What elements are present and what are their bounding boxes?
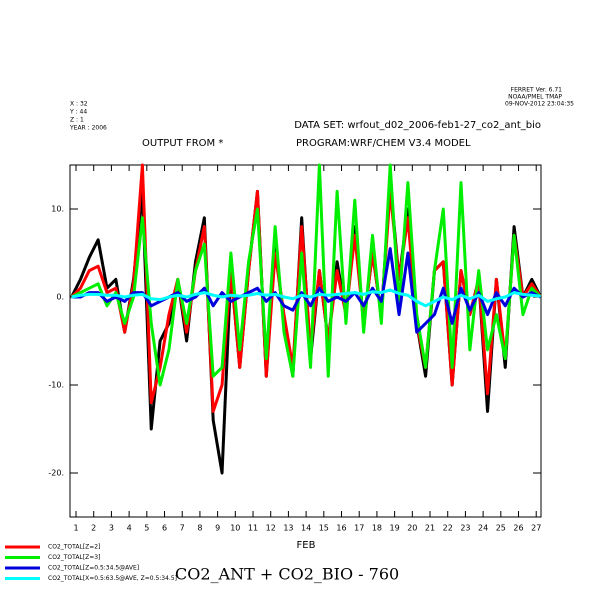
x-tick-label: 14 bbox=[301, 524, 311, 533]
x-tick-label: 3 bbox=[109, 524, 114, 533]
x-tick-label: 25 bbox=[496, 524, 506, 533]
program: PROGRAM:WRF/CHEM V3.4 MODEL bbox=[296, 138, 471, 149]
header-z: Z : 1 bbox=[70, 117, 84, 124]
x-axis-label: FEB bbox=[297, 540, 316, 551]
legend-label: CO2_TOTAL[X=0.5:63.5@AVE, Z=0.5:34.5] bbox=[48, 575, 177, 582]
series-line bbox=[70, 163, 542, 413]
header-year: YEAR : 2006 bbox=[69, 125, 107, 132]
x-tick-label: 24 bbox=[478, 524, 488, 533]
x-tick-label: 2 bbox=[91, 524, 96, 533]
x-tick-label: 5 bbox=[144, 524, 149, 533]
x-tick-label: 4 bbox=[127, 524, 132, 533]
y-tick-label: -10. bbox=[48, 381, 64, 390]
header-x: X : 32 bbox=[70, 101, 88, 108]
y-tick-label: -20. bbox=[48, 469, 64, 478]
ferret-version: FERRET Ver. 6.71 bbox=[511, 87, 563, 94]
x-tick-label: 15 bbox=[319, 524, 329, 533]
x-tick-label: 26 bbox=[513, 524, 523, 533]
x-tick-label: 6 bbox=[162, 524, 167, 533]
x-tick-label: 13 bbox=[283, 524, 293, 533]
x-tick-label: 8 bbox=[197, 524, 202, 533]
x-tick-label: 20 bbox=[407, 524, 417, 533]
ferret-org: NOAA/PMEL TMAP bbox=[508, 94, 562, 101]
header-y: Y : 44 bbox=[69, 109, 87, 116]
dataset: DATA SET: wrfout_d02_2006-feb1-27_co2_an… bbox=[294, 120, 541, 131]
x-tick-label: 9 bbox=[215, 524, 220, 533]
x-tick-label: 21 bbox=[425, 524, 435, 533]
output-from: OUTPUT FROM * bbox=[142, 138, 223, 149]
legend-label: CO2_TOTAL[Z=0.5:34.5@AVE] bbox=[48, 565, 139, 572]
x-tick-label: 7 bbox=[180, 524, 185, 533]
x-tick-label: 18 bbox=[372, 524, 382, 533]
x-tick-label: 17 bbox=[354, 524, 364, 533]
series-line bbox=[71, 288, 541, 308]
plot-frame bbox=[69, 164, 542, 518]
x-tick-label: 27 bbox=[531, 524, 541, 533]
legend-label: CO2_TOTAL[Z=3] bbox=[48, 554, 100, 561]
chart-title: CO2_ANT + CO2_BIO - 760 bbox=[175, 565, 399, 584]
x-tick-label: 1 bbox=[73, 524, 78, 533]
legend-label: CO2_TOTAL[Z=2] bbox=[48, 544, 100, 551]
x-tick-label: 10 bbox=[230, 524, 240, 533]
x-tick-label: 23 bbox=[460, 524, 470, 533]
x-tick-label: 22 bbox=[443, 524, 453, 533]
y-tick-label: 10. bbox=[51, 205, 64, 214]
x-tick-label: 16 bbox=[336, 524, 346, 533]
series-line bbox=[71, 247, 542, 334]
ferret-date: 09-NOV-2012 23:04:35 bbox=[505, 101, 574, 108]
y-tick-label: 0. bbox=[56, 293, 64, 302]
x-tick-label: 19 bbox=[390, 524, 400, 533]
x-tick-label: 12 bbox=[266, 524, 276, 533]
x-tick-label: 11 bbox=[248, 524, 258, 533]
